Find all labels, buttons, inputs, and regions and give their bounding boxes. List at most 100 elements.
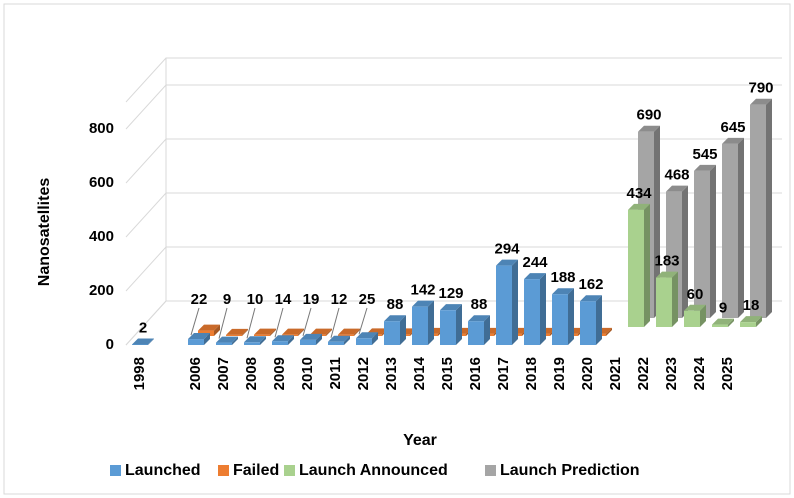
bar-side [596, 295, 602, 345]
bar [384, 315, 406, 345]
x-tick-label: 2007 [215, 357, 232, 390]
data-label: 142 [410, 282, 435, 299]
bar-side [738, 137, 744, 318]
bar-top [132, 338, 154, 345]
bar-top [468, 315, 490, 322]
bar-side [232, 336, 238, 345]
bar-side [700, 304, 706, 327]
bar-side [568, 288, 574, 345]
bar-top [272, 335, 294, 342]
data-label: 14 [275, 291, 292, 308]
x-tick-label: 2020 [579, 357, 596, 390]
bar [254, 328, 276, 336]
data-label: 88 [387, 296, 404, 313]
bar-side [672, 271, 678, 327]
legend-label: Launch Prediction [500, 462, 640, 479]
bar-side [372, 332, 378, 345]
wall-top [125, 57, 782, 103]
bar-front [300, 339, 316, 345]
grid-line [125, 246, 782, 292]
data-label: 129 [438, 285, 463, 302]
bar-top [338, 328, 360, 335]
bar [750, 98, 772, 318]
data-label: 10 [247, 291, 264, 308]
data-label: 244 [522, 254, 548, 271]
bar [712, 318, 734, 327]
bar-side [766, 98, 772, 318]
x-tick-label: 2006 [187, 357, 204, 390]
bar-side [512, 259, 518, 345]
bar [132, 338, 154, 345]
bar-top [310, 328, 332, 335]
bar [722, 137, 744, 318]
grid-line [125, 192, 782, 238]
bar [412, 300, 434, 345]
bar-front [552, 294, 568, 345]
y-tick-label: 600 [89, 174, 114, 191]
bar-top [384, 315, 406, 322]
bar-side [344, 335, 350, 345]
y-tick-label: 0 [106, 336, 114, 353]
bar [468, 315, 490, 345]
bar [356, 332, 378, 345]
bar [580, 295, 602, 345]
data-label: 790 [748, 80, 773, 97]
y-axis-label: Nanosatellites [36, 178, 53, 287]
x-axis-label: Year [403, 432, 437, 449]
bar-top [638, 125, 660, 132]
y-tick-label: 200 [89, 282, 114, 299]
bar-front [468, 321, 484, 345]
bar-front [244, 342, 260, 345]
y-tick-label: 400 [89, 228, 114, 245]
x-tick-label: 2008 [243, 357, 260, 390]
bar-top [188, 333, 210, 340]
x-tick-label: 2025 [719, 357, 736, 390]
bar-front [412, 306, 428, 345]
data-label: 88 [471, 296, 488, 313]
data-label: 12 [331, 291, 348, 308]
x-tick-label: 2017 [495, 357, 512, 390]
data-label: 545 [692, 146, 717, 163]
x-tick-label: 2016 [467, 357, 484, 390]
bar-side [428, 300, 434, 345]
bar-top [740, 316, 762, 323]
bar-front [188, 339, 204, 345]
bar [684, 304, 706, 327]
bar-side [298, 328, 304, 336]
bar [226, 328, 248, 336]
bar-top [440, 304, 462, 311]
x-tick-label: 2019 [551, 357, 568, 390]
bar-top [712, 318, 734, 325]
x-tick-label: 2012 [355, 357, 372, 390]
leader-line [246, 307, 256, 339]
data-label: 9 [719, 300, 727, 317]
bar [552, 288, 574, 345]
bar-front [356, 338, 372, 345]
grid-line [125, 84, 782, 130]
bar-front [440, 310, 456, 345]
bar-top [666, 185, 688, 192]
bar-top [722, 137, 744, 144]
bar-side [270, 328, 276, 336]
bar-top [580, 295, 602, 302]
bar [216, 336, 238, 345]
bar-front [694, 170, 710, 318]
bar-top [412, 300, 434, 307]
bar-front [254, 334, 270, 336]
x-tick-label: 2022 [635, 357, 652, 390]
bar [338, 328, 360, 336]
bar-top [254, 328, 276, 335]
bar-top [684, 304, 706, 311]
bar-front [216, 342, 232, 345]
bar-side [242, 328, 248, 336]
bar-top [198, 324, 220, 331]
bar-side [728, 318, 734, 327]
data-label: 9 [223, 291, 231, 308]
bar-front [712, 324, 728, 327]
bar-side [606, 327, 612, 336]
bar-side [456, 304, 462, 345]
legend-swatch [284, 465, 295, 476]
bar-front [628, 209, 644, 327]
leader-line [330, 307, 340, 338]
bar-top [552, 288, 574, 295]
